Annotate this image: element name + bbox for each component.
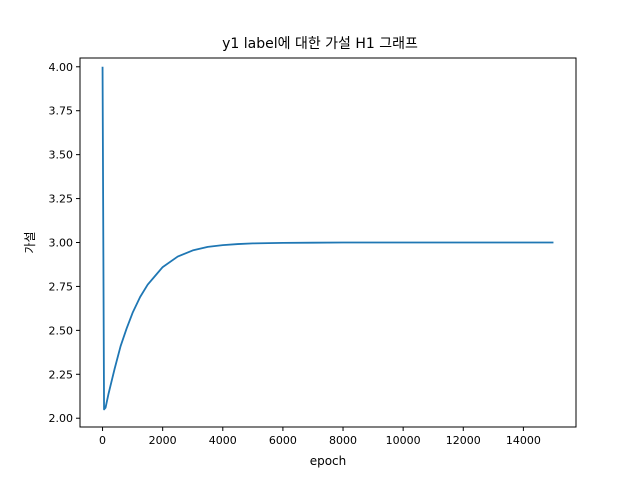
series-layer — [101, 66, 554, 411]
x-tick-label: 8000 — [329, 434, 357, 447]
y-tick-label: 4.00 — [49, 61, 74, 74]
x-tick-label: 14000 — [506, 434, 541, 447]
y-tick-label: 2.50 — [49, 324, 74, 337]
y-axis-ticks: 2.00 2.25 2.50 2.75 3.00 3.25 3.50 3.75 4.00 — [49, 61, 80, 425]
y-tick-label: 3.75 — [49, 105, 74, 118]
y-tick-label: 3.50 — [49, 149, 74, 162]
chart-title: y1 label에 대한 가설 H1 그래프 — [222, 36, 418, 52]
y-tick-label: 2.00 — [49, 412, 74, 425]
x-axis-label: epoch — [310, 454, 347, 468]
x-tick-label: 0 — [99, 434, 106, 447]
y-tick-label: 3.00 — [49, 237, 74, 250]
x-axis-ticks: 0 2000 4000 6000 8000 10000 12000 14000 — [99, 427, 541, 447]
x-tick-label: 12000 — [446, 434, 481, 447]
series-line — [101, 66, 554, 411]
x-tick-label: 4000 — [209, 434, 237, 447]
y-tick-label: 2.75 — [49, 280, 74, 293]
y-tick-label: 3.25 — [49, 193, 74, 206]
plot-area-frame — [79, 57, 577, 428]
x-tick-label: 2000 — [149, 434, 177, 447]
y-tick-label: 2.25 — [49, 368, 74, 381]
x-tick-label: 10000 — [386, 434, 421, 447]
x-tick-label: 6000 — [269, 434, 297, 447]
y-axis-label: 가설 — [23, 231, 37, 253]
